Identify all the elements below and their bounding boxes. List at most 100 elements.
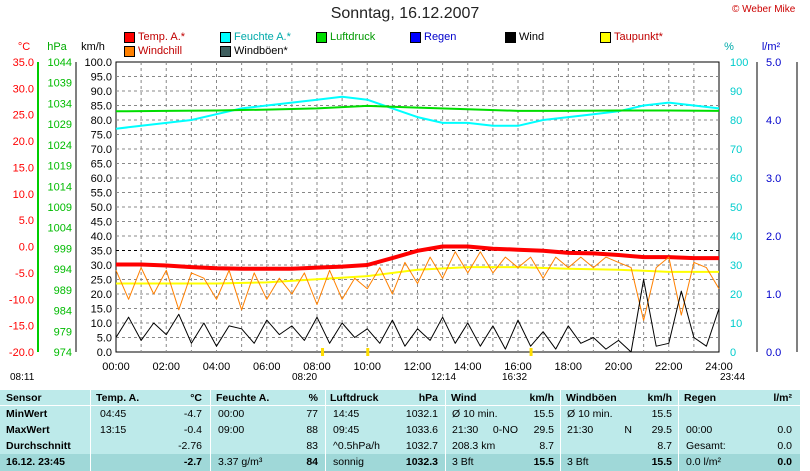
- legend-item: Wind: [505, 31, 544, 43]
- stat-wind-val: 15.5: [533, 456, 554, 468]
- stat-press-time: sonnig: [333, 456, 364, 468]
- stat-wind-mid: 0-NO: [492, 424, 518, 436]
- stat-hum-time: 3.37 g/m³: [218, 456, 263, 468]
- legend-swatch: [316, 31, 327, 43]
- pressure-tick-label: 984: [54, 306, 72, 318]
- pressure-tick-label: 1029: [48, 119, 72, 131]
- sunrise-time: 08:11: [10, 372, 35, 383]
- pressure-tick-label: 1004: [48, 223, 72, 235]
- pressure-tick-label: 1024: [48, 140, 72, 152]
- stat-label: 16.12. 23:45: [6, 456, 65, 468]
- wind-tick-label: 25.0: [91, 275, 112, 287]
- wind-tick-label: 85.0: [91, 101, 112, 113]
- series-line-wind: [115, 279, 720, 353]
- stat-rain-val: 0.0: [777, 456, 792, 468]
- temp-tick-label: 20.0: [13, 136, 34, 148]
- legend-label: Windböen*: [234, 45, 288, 57]
- x-tick-label: 18:00: [554, 361, 582, 373]
- wind-tick-label: 10.0: [91, 318, 112, 330]
- legend-swatch: [600, 31, 611, 43]
- stat-gust-val: 29.5: [651, 424, 672, 436]
- legend-item: Regen: [410, 31, 456, 43]
- x-tick-label: 10:00: [353, 361, 381, 373]
- pressure-tick-label: 1034: [48, 98, 72, 110]
- stat-hum-val: 77: [306, 408, 318, 420]
- humidity-tick-label: 40: [730, 231, 742, 243]
- stat-gust-desc: 3 Bft: [567, 456, 589, 468]
- pressure-axis-unit: hPa: [47, 41, 67, 53]
- rain-tick-label: 2.0: [766, 231, 781, 243]
- wind-tick-label: 50.0: [91, 202, 112, 214]
- moon-time-left: 08:20: [292, 372, 318, 383]
- divider: [210, 390, 211, 471]
- stat-wind-val: 8.7: [539, 440, 554, 452]
- wind-tick-label: 0.0: [97, 347, 112, 359]
- wind-tick-label: 5.0: [97, 333, 112, 345]
- humidity-axis-unit: %: [724, 41, 734, 53]
- wind-tick-label: 45.0: [91, 217, 112, 229]
- divider: [90, 390, 91, 471]
- header-wind: Wind: [451, 392, 477, 404]
- rain-tick-label: 3.0: [766, 173, 781, 185]
- temp-tick-label: -15.0: [9, 321, 34, 333]
- stat-rain-time: 0.0 l/m²: [686, 456, 722, 468]
- stat-gust-val: 8.7: [657, 440, 672, 452]
- temp-axis-unit: °C: [18, 41, 30, 53]
- stat-wind-val: 29.5: [533, 424, 554, 436]
- temp-tick-label: 25.0: [13, 110, 34, 122]
- divider: [0, 405, 800, 406]
- legend-swatch: [410, 31, 421, 43]
- header-press: Luftdruck: [330, 392, 379, 404]
- stat-press-time: ^0.5hPa/h: [333, 440, 380, 452]
- wind-tick-label: 70.0: [91, 144, 112, 156]
- x-tick-label: 24:00: [705, 361, 733, 373]
- wind-tick-label: 90.0: [91, 86, 112, 98]
- temp-tick-label: -20.0: [9, 347, 34, 359]
- humidity-tick-label: 50: [730, 202, 742, 214]
- legend-item: Luftdruck: [316, 31, 375, 43]
- stat-gust-mid: N: [624, 424, 632, 436]
- header-gust: Windböen: [566, 392, 617, 404]
- pressure-tick-label: 994: [54, 264, 72, 276]
- stat-gust-val: 15.5: [651, 456, 672, 468]
- header-temp-unit: °C: [190, 392, 202, 404]
- stat-temp-time: 13:15: [100, 424, 127, 436]
- x-tick-label: 00:00: [102, 361, 130, 373]
- temp-tick-label: 35.0: [13, 57, 34, 69]
- sunset-time: 16:32: [502, 372, 528, 383]
- pressure-tick-label: 974: [54, 347, 72, 359]
- wind-tick-label: 100.0: [84, 57, 112, 69]
- header-rain-unit: l/m²: [773, 392, 792, 404]
- stat-gust-desc: Ø 10 min.: [567, 408, 613, 420]
- legend-item: Windchill: [124, 45, 182, 57]
- humidity-tick-label: 0: [730, 347, 736, 359]
- humidity-tick-label: 60: [730, 173, 742, 185]
- sun-marker: [529, 348, 533, 356]
- header-gust-unit: km/h: [647, 392, 672, 404]
- header-hum-unit: %: [308, 392, 318, 404]
- wind-tick-label: 95.0: [91, 72, 112, 84]
- legend-label: Regen: [424, 31, 457, 43]
- stat-wind-desc: 21:30: [452, 424, 479, 436]
- rain-tick-label: 4.0: [766, 115, 781, 127]
- stat-hum-val: 84: [306, 456, 318, 468]
- rain-tick-label: 0.0: [766, 347, 781, 359]
- stat-hum-time: 09:00: [218, 424, 245, 436]
- x-tick-label: 04:00: [203, 361, 231, 373]
- divider: [560, 390, 561, 471]
- wind-tick-label: 75.0: [91, 130, 112, 142]
- x-tick-label: 20:00: [605, 361, 633, 373]
- pressure-tick-label: 989: [54, 285, 72, 297]
- divider: [445, 390, 446, 471]
- series-line-taupunkt: [116, 266, 719, 285]
- x-tick-label: 08:00: [303, 361, 331, 373]
- wind-tick-label: 35.0: [91, 246, 112, 258]
- stat-rain-time: 00:00: [686, 424, 713, 436]
- moon-time-right: 23:44: [720, 372, 746, 383]
- sun-marker: [321, 348, 325, 356]
- stat-wind-desc: Ø 10 min.: [452, 408, 498, 420]
- header-temp: Temp. A.: [96, 392, 140, 404]
- rain-axis-unit: l/m²: [762, 41, 781, 53]
- header-sensor: Sensor: [6, 392, 42, 404]
- stat-wind-val: 15.5: [533, 408, 554, 420]
